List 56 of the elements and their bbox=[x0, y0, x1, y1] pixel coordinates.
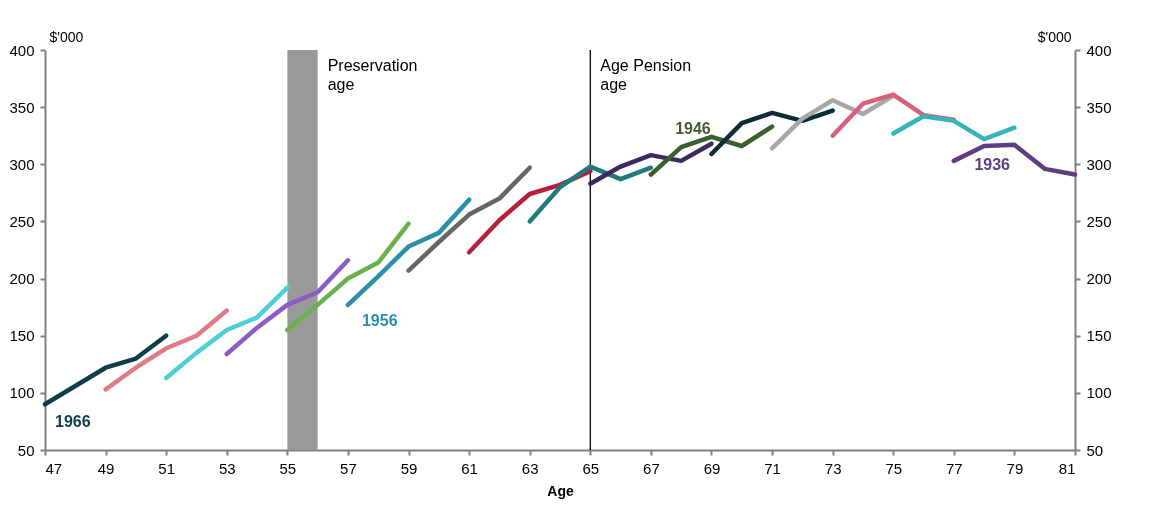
y2-tick-label: 150 bbox=[1086, 327, 1112, 345]
line-series bbox=[527, 164, 654, 224]
x-tick-label: 77 bbox=[945, 459, 963, 477]
x-tick-label: 63 bbox=[521, 459, 539, 477]
y-tick-label: 200 bbox=[9, 270, 35, 288]
line-series bbox=[163, 285, 290, 381]
x-tick-label: 55 bbox=[279, 459, 297, 477]
y-tick-label: 100 bbox=[9, 384, 35, 402]
y2-axis-title: $'000 bbox=[1037, 28, 1072, 45]
line-series bbox=[588, 141, 714, 186]
y-tick-label: 250 bbox=[9, 212, 35, 230]
line-series bbox=[406, 165, 532, 273]
series-label: 1956 bbox=[361, 311, 398, 329]
y-tick-label: 50 bbox=[17, 441, 35, 459]
x-tick-label: 75 bbox=[885, 459, 903, 477]
y-tick-label: 400 bbox=[9, 41, 35, 59]
series-label: 1936 bbox=[974, 155, 1011, 173]
series-label: 1966 bbox=[55, 413, 91, 431]
line-series bbox=[42, 333, 169, 407]
y-tick-label: 350 bbox=[9, 98, 35, 116]
line-series bbox=[224, 258, 351, 357]
y2-tick-label: 300 bbox=[1086, 155, 1112, 173]
y-tick-label: 150 bbox=[9, 327, 35, 345]
x-axis-title: Age bbox=[547, 482, 574, 499]
line-series bbox=[890, 114, 1017, 142]
x-tick-label: 57 bbox=[340, 459, 357, 477]
ref-line-label: Age Pension age bbox=[600, 57, 692, 93]
x-tick-label: 71 bbox=[764, 459, 781, 477]
x-tick-label: 67 bbox=[643, 459, 660, 477]
y-axis-title: $'000 bbox=[49, 28, 84, 45]
y2-tick-label: 100 bbox=[1086, 384, 1112, 402]
line-series bbox=[285, 221, 411, 333]
x-tick-label: 49 bbox=[97, 459, 115, 477]
y2-tick-label: 400 bbox=[1086, 41, 1112, 59]
band-label: Preservation age bbox=[327, 57, 418, 93]
line-series bbox=[951, 142, 1078, 177]
x-tick-label: 73 bbox=[824, 459, 842, 477]
line-series bbox=[103, 308, 230, 392]
x-tick-label: 53 bbox=[218, 459, 236, 477]
line-series bbox=[648, 124, 775, 177]
x-tick-label: 69 bbox=[703, 459, 721, 477]
x-tick-label: 79 bbox=[1006, 459, 1024, 477]
y2-tick-label: 350 bbox=[1086, 98, 1112, 116]
x-tick-label: 81 bbox=[1058, 459, 1076, 477]
y2-tick-label: 200 bbox=[1086, 270, 1112, 288]
x-tick-label: 51 bbox=[158, 459, 176, 477]
line-series bbox=[345, 197, 472, 308]
x-tick-label: 59 bbox=[400, 459, 418, 477]
y-tick-label: 300 bbox=[9, 155, 35, 173]
series-label: 1946 bbox=[675, 120, 711, 138]
line-series bbox=[709, 108, 835, 157]
y2-tick-label: 50 bbox=[1086, 441, 1104, 459]
x-tick-label: 61 bbox=[461, 459, 478, 477]
x-tick-label: 47 bbox=[45, 459, 63, 477]
x-tick-label: 65 bbox=[582, 459, 600, 477]
y2-tick-label: 250 bbox=[1086, 212, 1112, 230]
